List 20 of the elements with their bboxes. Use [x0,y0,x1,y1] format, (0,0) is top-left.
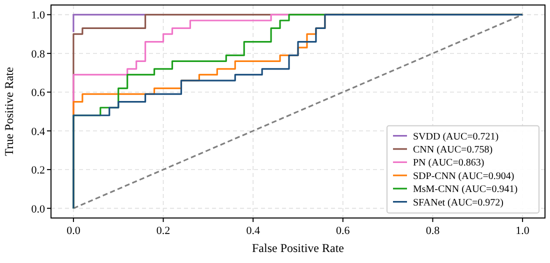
x-tick-label: 0.4 [246,225,260,237]
x-tick-label: 1.0 [516,225,530,237]
x-tick-label: 0.6 [336,225,350,237]
y-tick-label: 0.8 [31,48,46,60]
legend-label: SDP-CNN (AUC=0.904) [413,170,514,182]
y-axis-title: True Positive Rate [2,67,16,156]
legend-label: MsM-CNN (AUC=0.941) [413,184,518,196]
x-tick-label: 0.2 [156,225,170,237]
legend-label: SVDD (AUC=0.721) [413,131,499,142]
x-tick-label: 0.8 [426,225,440,237]
y-tick-label: 0.2 [31,164,45,177]
legend-label: SFANet (AUC=0.972) [413,197,504,208]
x-tick-label: 0.0 [66,225,81,237]
y-tick-label: 0.6 [31,87,46,100]
y-tick-label: 0.0 [31,203,46,216]
x-axis-title: False Positive Rate [252,241,344,255]
legend-label: CNN (AUC=0.758) [413,144,493,156]
legend-label: PN (AUC=0.863) [413,158,484,169]
y-tick-label: 0.4 [31,126,46,138]
y-tick-label: 1.0 [31,10,46,22]
